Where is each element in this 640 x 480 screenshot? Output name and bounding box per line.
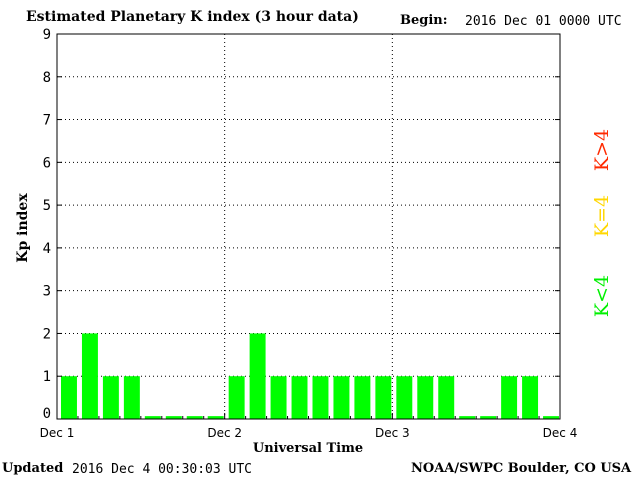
x-tick-label: Dec 2 xyxy=(207,426,242,440)
kp-bar xyxy=(312,376,329,419)
plot-frame xyxy=(56,33,561,420)
chart-title: Estimated Planetary K index (3 hour data… xyxy=(26,9,359,25)
kp-bar xyxy=(417,376,434,419)
legend-entry: K=4 xyxy=(591,195,613,237)
kp-bar xyxy=(228,376,245,419)
kp-bar xyxy=(480,416,497,419)
begin-label: Begin: xyxy=(400,13,448,28)
kp-bar xyxy=(186,416,203,419)
y-axis-title: Kp index xyxy=(15,193,31,263)
begin-value: 2016 Dec 01 0000 UTC xyxy=(465,14,622,29)
credit-text: NOAA/SWPC Boulder, CO USA xyxy=(411,461,632,476)
kp-bar xyxy=(123,376,140,419)
kp-bar xyxy=(144,416,161,419)
kp-bar xyxy=(102,376,119,419)
x-axis-title: Universal Time xyxy=(253,441,363,456)
updated-label: Updated xyxy=(2,461,64,476)
kp-bar xyxy=(291,376,308,419)
y-tick-label: 1 xyxy=(43,369,51,385)
kp-bar xyxy=(354,376,371,419)
y-tick-label: 6 xyxy=(43,155,51,171)
y-tick-label: 7 xyxy=(43,113,51,129)
y-tick-label: 2 xyxy=(43,326,51,342)
kp-bar xyxy=(543,416,559,419)
kp-bar xyxy=(396,376,413,419)
kp-bar xyxy=(375,376,392,419)
legend-entry: K<4 xyxy=(591,275,613,317)
y-tick-label: 9 xyxy=(43,27,51,43)
updated-timestamp: 2016 Dec 4 00:30:03 UTC xyxy=(72,462,253,477)
kp-bar xyxy=(333,376,350,419)
kp-bar xyxy=(165,416,182,419)
kp-bar xyxy=(522,376,539,419)
kp-bar xyxy=(81,333,98,419)
x-tick-label: Dec 4 xyxy=(543,426,578,440)
x-tick-label: Dec 1 xyxy=(40,426,75,440)
kp-bar xyxy=(270,376,287,419)
x-tick-label: Dec 3 xyxy=(375,426,410,440)
y-tick-label: 8 xyxy=(43,70,51,86)
kp-bar xyxy=(249,333,266,419)
kp-bar xyxy=(61,376,77,419)
y-tick-label: 5 xyxy=(43,198,51,214)
kp-bar xyxy=(459,416,476,419)
y-tick-label: 0 xyxy=(43,406,51,422)
kp-bar xyxy=(207,416,224,419)
kp-bar xyxy=(501,376,518,419)
y-tick-label: 3 xyxy=(43,284,51,300)
kp-bar xyxy=(438,376,455,419)
legend-entry: K>4 xyxy=(591,129,613,171)
y-tick-label: 4 xyxy=(43,241,51,257)
